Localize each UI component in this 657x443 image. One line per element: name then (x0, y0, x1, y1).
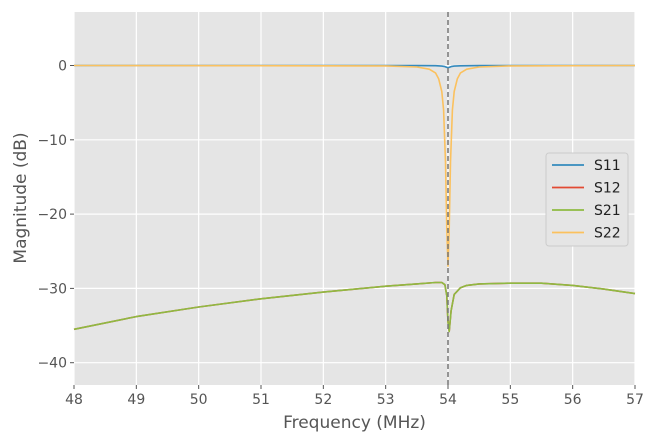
x-axis-ticks: 48 49 50 51 52 53 54 55 56 57 (65, 385, 644, 408)
series-line-s22 (73, 64, 636, 267)
x-tick-label: 48 (65, 392, 83, 408)
plot-background (74, 12, 635, 385)
legend-label-s11: S11 (594, 158, 621, 174)
y-tick-label: −20 (37, 207, 67, 223)
x-tick-label: 49 (127, 392, 145, 408)
y-tick-label: 0 (58, 58, 67, 74)
legend: S11 S12 S21 S22 (545, 152, 629, 247)
legend-label-s21: S21 (594, 203, 621, 219)
y-tick-label: −30 (37, 281, 67, 297)
series-lines (73, 64, 636, 333)
x-tick-label: 52 (314, 392, 332, 408)
legend-label-s22: S22 (594, 226, 621, 242)
y-tick-label: −10 (37, 133, 67, 149)
legend-box (545, 152, 629, 247)
x-tick-label: 51 (252, 392, 270, 408)
x-tick-label: 50 (190, 392, 208, 408)
y-axis-label: Magnitude (dB) (11, 132, 31, 263)
series-line-s11 (74, 64, 635, 69)
series-line-s21 (73, 281, 636, 333)
x-tick-label: 53 (377, 392, 395, 408)
x-tick-label: 54 (439, 392, 457, 408)
y-axis-ticks: 0 −10 −20 −30 −40 (37, 58, 74, 372)
x-axis-label: Frequency (MHz) (283, 413, 426, 433)
x-tick-label: 57 (626, 392, 644, 408)
x-tick-label: 56 (564, 392, 582, 408)
x-tick-label: 55 (501, 392, 519, 408)
legend-label-s12: S12 (594, 181, 621, 197)
y-tick-label: −40 (37, 356, 67, 372)
